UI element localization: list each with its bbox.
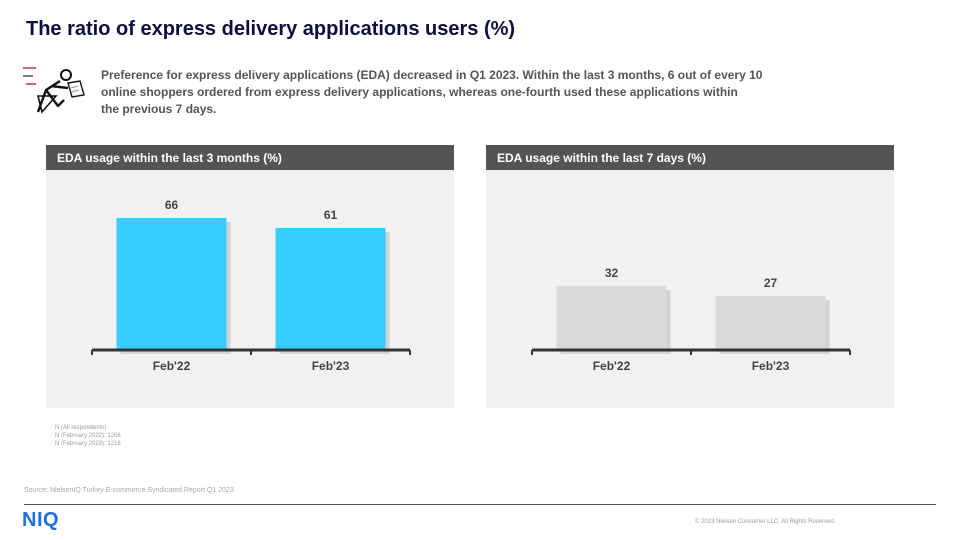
bar	[116, 218, 227, 350]
page-title: The ratio of express delivery applicatio…	[26, 18, 516, 40]
sample-size-footnote: N (All respondents) N (February 2022): 1…	[55, 424, 121, 448]
bar	[556, 286, 667, 350]
intro-text: Preference for express delivery applicat…	[101, 67, 861, 118]
intro-line: the previous 7 days.	[101, 102, 217, 116]
data-label: 61	[324, 208, 338, 222]
intro-line: Preference for express delivery applicat…	[101, 68, 763, 82]
category-tick-label: Feb'22	[593, 359, 631, 373]
bar	[275, 228, 386, 350]
copyright-text: © 2023 Nielsen Consumer LLC. All Rights …	[695, 519, 836, 525]
bar	[715, 296, 826, 350]
data-label: 66	[165, 198, 179, 212]
chart-panel-3-months: EDA usage within the last 3 months (%) 6…	[46, 145, 454, 408]
category-tick-label: Feb'23	[312, 359, 350, 373]
niq-logo: NIQ	[22, 509, 60, 531]
data-label: 27	[764, 276, 778, 290]
bar-chart-3-months: 66 Feb'22 61 Feb'23	[91, 198, 411, 373]
category-tick-label: Feb'23	[752, 359, 790, 373]
chart-panel-7-days: EDA usage within the last 7 days (%) 32 F…	[486, 145, 894, 408]
chart-title: EDA usage within the last 7 days (%)	[486, 145, 894, 170]
footnote-line: N (February 2022): 1206	[55, 433, 121, 439]
source-note: Source: NielsenIQ Turkey E-commerce Synd…	[24, 487, 234, 494]
footnote-line: N (All respondents)	[55, 425, 107, 431]
bar-chart-7-days: 32 Feb'22 27 Feb'23	[531, 266, 851, 373]
footer-divider	[24, 504, 936, 505]
footnote-line: N (February 2023): 1218	[55, 441, 121, 447]
data-label: 32	[605, 266, 619, 280]
chart-title: EDA usage within the last 3 months (%)	[46, 145, 454, 170]
intro-line: online shoppers ordered from express del…	[101, 85, 738, 99]
courier-runner-icon	[23, 67, 85, 114]
category-tick-label: Feb'22	[153, 359, 191, 373]
